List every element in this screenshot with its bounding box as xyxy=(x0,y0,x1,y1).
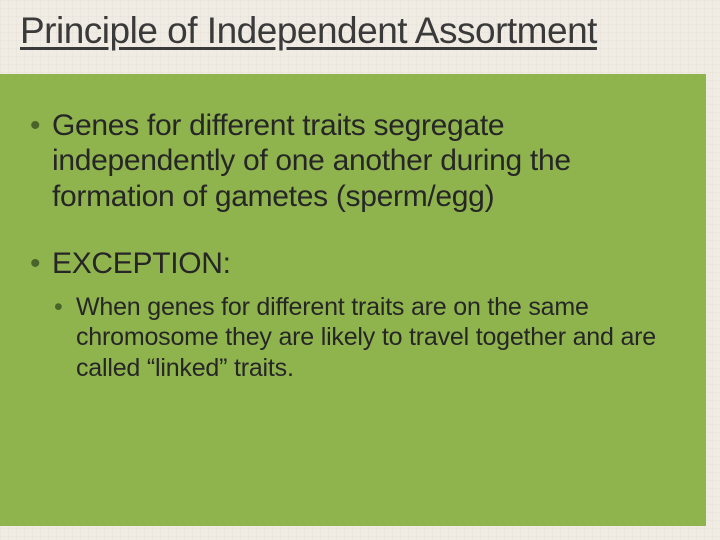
slide-title: Principle of Independent Assortment xyxy=(20,10,700,52)
slide: Principle of Independent Assortment Gene… xyxy=(0,0,720,540)
bullet-subitem: When genes for different traits are on t… xyxy=(52,292,686,384)
exception-block: EXCEPTION: When genes for different trai… xyxy=(28,246,686,383)
bullet-item: Genes for different traits segregate ind… xyxy=(28,108,686,214)
content-panel: Genes for different traits segregate ind… xyxy=(0,74,706,526)
bullet-item: EXCEPTION: xyxy=(28,246,686,281)
title-area: Principle of Independent Assortment xyxy=(0,0,720,56)
